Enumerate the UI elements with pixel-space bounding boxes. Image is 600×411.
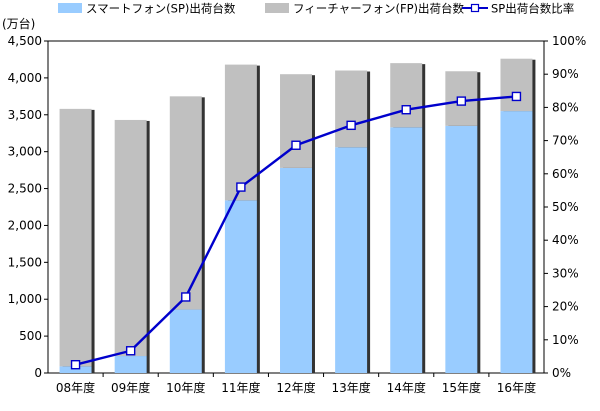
legend-label-sp: スマートフォン(SP)出荷台数: [86, 2, 236, 16]
bar-sp: [59, 366, 92, 373]
bar-sp: [280, 167, 312, 373]
bar-sp: [445, 125, 478, 373]
right-axis-tick-label: 60%: [552, 167, 579, 181]
right-axis-tick-label: 30%: [552, 266, 579, 280]
right-axis-tick-label: 70%: [552, 134, 579, 148]
point-sp-ratio: [236, 182, 246, 192]
right-axis-tick-label: 100%: [552, 34, 586, 48]
legend-label-fp: フィーチャーフォン(FP)出荷台数: [293, 2, 464, 16]
bar-fp: [169, 96, 202, 310]
bar-sp: [335, 147, 368, 373]
x-axis-tick-label: 16年度: [497, 380, 536, 395]
point-sp-ratio: [511, 91, 522, 102]
x-axis-tick-label: 09年度: [111, 380, 150, 395]
bar-fp: [59, 108, 92, 367]
left-axis-tick-label: 0: [34, 366, 42, 380]
left-axis-tick-label: 3,500: [8, 108, 42, 122]
legend-label-ratio: SP出荷台数比率: [491, 2, 574, 16]
legend-swatch-fp: [265, 3, 289, 13]
bar-sp: [390, 127, 423, 373]
left-axis-tick-label: 4,000: [8, 71, 42, 85]
x-axis-tick-label: 13年度: [331, 380, 370, 395]
bar-sp: [224, 200, 257, 373]
point-sp-ratio: [346, 120, 356, 131]
bar-fp: [390, 63, 423, 128]
legend-swatch-sp: [58, 3, 82, 13]
left-axis-unit: (万台): [2, 16, 35, 31]
right-axis-tick-label: 90%: [552, 67, 579, 81]
left-axis-tick-label: 2,500: [8, 182, 42, 196]
plot-area: 0 500 1,000 1,500 2,000 2,500 3,000 3,500 4,000 4…: [8, 34, 587, 395]
right-axis-tick-label: 20%: [552, 300, 579, 314]
x-axis-tick-label: 10年度: [166, 380, 205, 395]
legend-marker-ratio: [470, 3, 480, 13]
point-sp-ratio: [291, 140, 301, 150]
x-axis-tick-label: 15年度: [442, 380, 481, 395]
point-sp-ratio: [181, 292, 191, 302]
left-axis-tick-label: 1,500: [8, 255, 42, 269]
left-axis-tick-label: 2,000: [8, 218, 42, 232]
point-sp-ratio: [70, 360, 81, 370]
right-axis-tick-label: 40%: [552, 233, 579, 247]
x-axis-tick-label: 08年度: [56, 380, 95, 395]
left-axis-tick-label: 1,000: [8, 292, 42, 306]
point-sp-ratio: [125, 346, 136, 356]
bar-fp: [500, 58, 533, 112]
left-axis-tick-label: 3,000: [8, 145, 42, 159]
left-axis-tick-label: 500: [19, 329, 42, 343]
right-axis-tick-label: 80%: [552, 100, 579, 114]
x-axis-tick-label: 11年度: [221, 380, 260, 395]
bar-sp: [500, 111, 533, 373]
point-sp-ratio: [401, 105, 411, 115]
right-axis-tick-label: 50%: [552, 200, 579, 214]
legend: スマートフォン(SP)出荷台数 フィーチャーフォン(FP)出荷台数 SP出荷台数…: [58, 2, 574, 16]
right-axis-tick-label: 10%: [552, 333, 579, 347]
x-axis-tick-label: 14年度: [387, 380, 426, 395]
bar-fp: [114, 119, 147, 357]
point-sp-ratio: [456, 96, 467, 106]
bar-fp: [335, 70, 368, 148]
x-axis-tick-label: 12年度: [276, 380, 315, 395]
bar-sp: [169, 309, 202, 373]
left-axis-tick-label: 4,500: [8, 34, 42, 48]
right-axis-tick-label: 0%: [552, 366, 571, 380]
bar-sp: [114, 356, 147, 373]
